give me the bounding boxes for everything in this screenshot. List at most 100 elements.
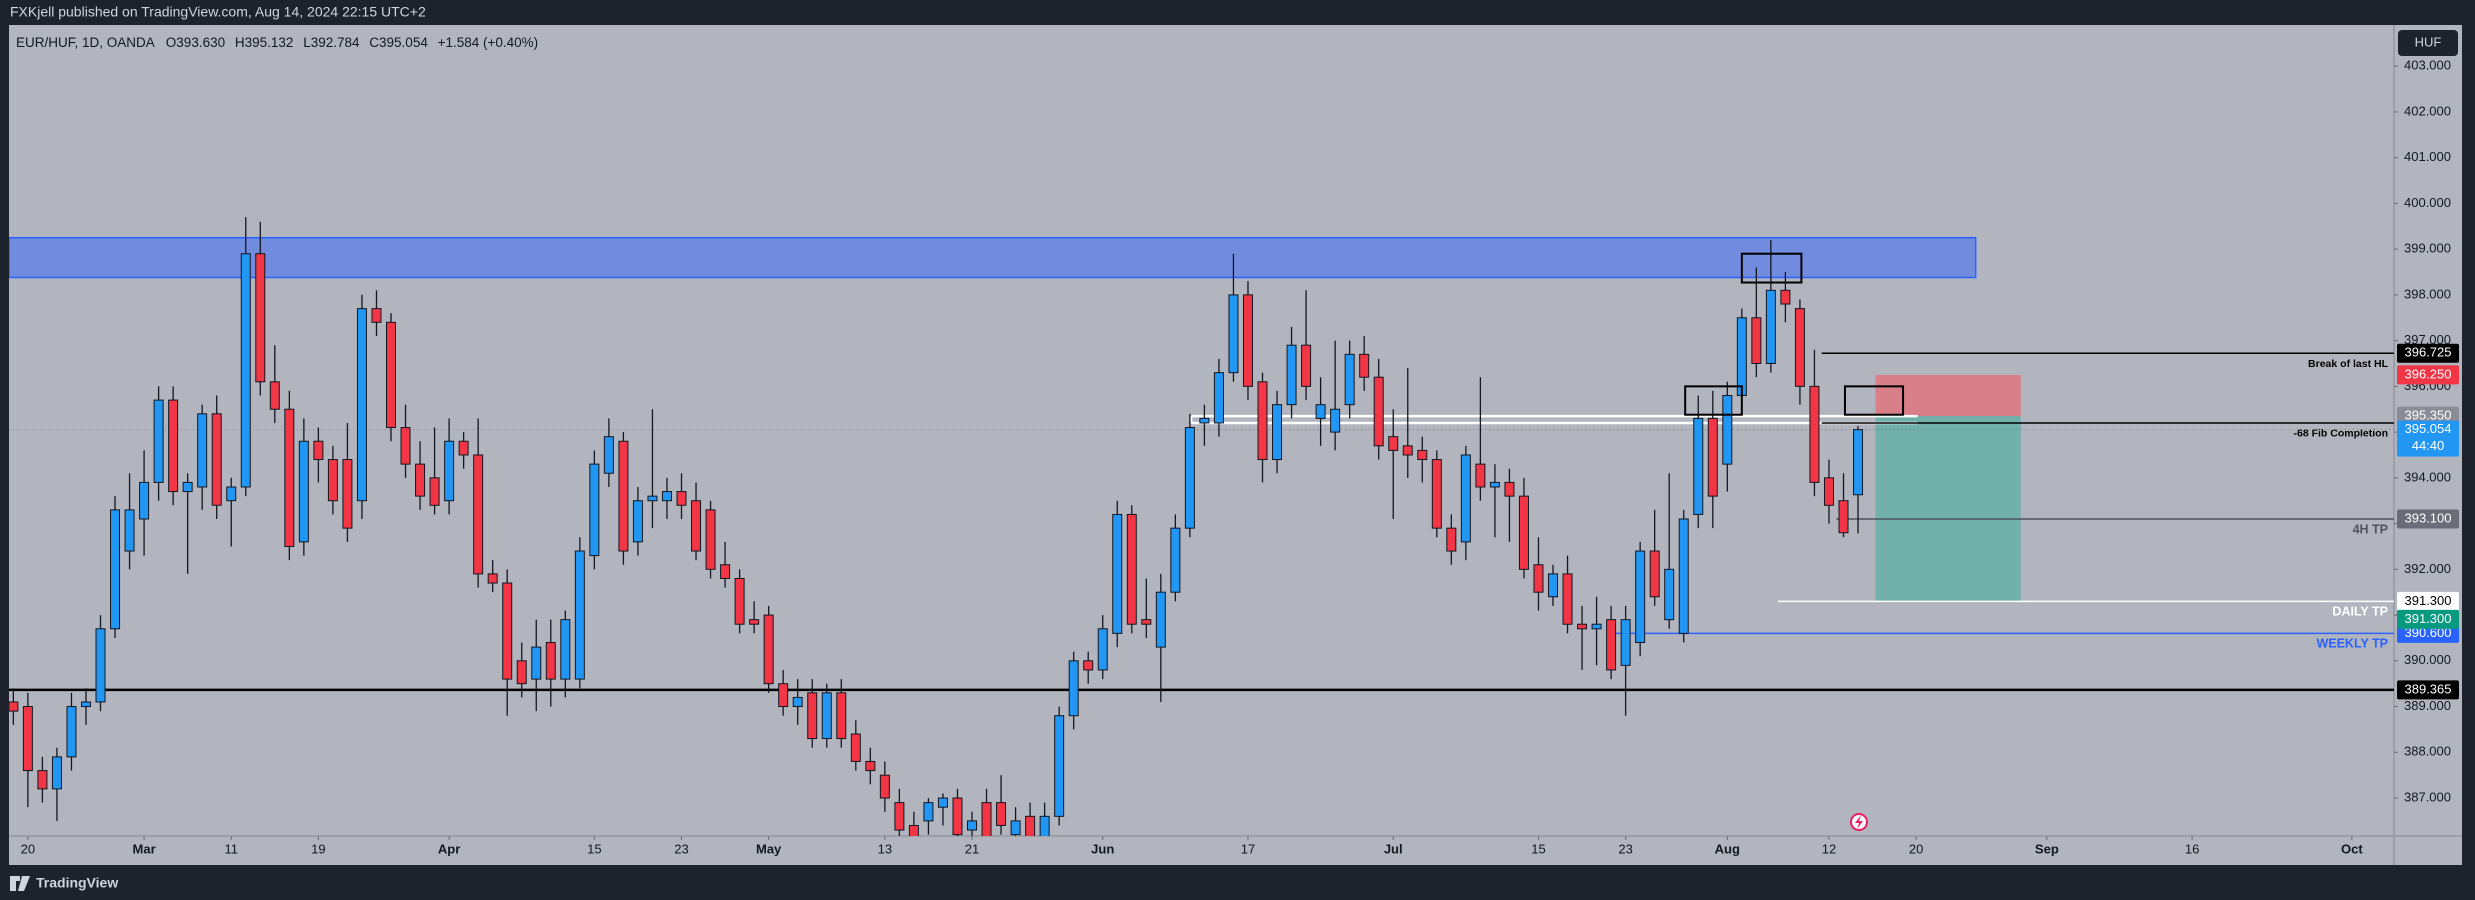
candle-body — [9, 701, 19, 712]
candle-body — [1707, 417, 1718, 497]
candle-body — [1548, 573, 1559, 598]
level-note: WEEKLY TP — [2316, 637, 2388, 651]
candle-body — [1475, 463, 1486, 488]
candle-body — [139, 481, 150, 520]
countdown-label: 44:40 — [2412, 438, 2445, 453]
currency-label[interactable]: HUF — [2415, 34, 2442, 49]
legend-change: +1.584 (+0.40%) — [438, 35, 539, 50]
x-tick-label: Apr — [438, 841, 460, 856]
candle-body — [705, 509, 716, 570]
level-note: 4H TP — [2353, 522, 2388, 536]
candle-body — [1155, 591, 1166, 648]
candle-body — [153, 399, 164, 483]
level-tag — [2397, 591, 2459, 611]
supply-zone — [9, 236, 1977, 279]
last-price-label: 395.054 — [2405, 421, 2452, 436]
x-tick-label: 21 — [965, 841, 979, 856]
chart-panel — [9, 25, 2462, 865]
x-tick-label: May — [756, 841, 782, 856]
candle-body — [865, 760, 876, 772]
x-tick-label: 15 — [1531, 841, 1545, 856]
x-tick-label: 16 — [2185, 841, 2199, 856]
y-tick-label: 388.000 — [2404, 744, 2451, 759]
target-zone — [1875, 416, 2021, 602]
y-tick-label: 403.000 — [2404, 58, 2451, 73]
x-tick-label: 17 — [1241, 841, 1255, 856]
candle-body — [1693, 417, 1704, 515]
y-tick-label: 397.000 — [2404, 332, 2451, 347]
candle-body — [1242, 294, 1253, 387]
stop-tag — [2397, 365, 2459, 385]
last-price-tag — [2397, 420, 2459, 457]
x-tick-label: 23 — [1618, 841, 1632, 856]
candle-body — [807, 692, 818, 740]
candle-body — [1635, 550, 1646, 644]
candle-body — [1083, 660, 1094, 671]
level-tag — [2397, 343, 2459, 363]
candle-body — [284, 408, 295, 547]
candle-body — [1649, 550, 1660, 598]
target-tag — [2397, 609, 2459, 629]
candle-body — [502, 582, 513, 680]
candle-body — [691, 500, 702, 552]
x-tick-label: Jul — [1384, 841, 1403, 856]
level-note: DAILY TP — [2332, 605, 2388, 619]
candle-body — [1460, 454, 1471, 543]
candle-body — [1736, 317, 1747, 397]
candle-body — [676, 491, 687, 506]
currency-button[interactable] — [2398, 30, 2458, 56]
candle-body — [749, 619, 760, 625]
y-tick-label: 401.000 — [2404, 149, 2451, 164]
candle-body — [473, 454, 484, 575]
candle-body — [1141, 619, 1152, 625]
candle-body — [1722, 395, 1733, 465]
candle-body — [386, 321, 397, 429]
x-tick-label: Oct — [2341, 841, 2363, 856]
candle-body — [211, 413, 222, 506]
candle-body — [1112, 513, 1123, 634]
candle-body — [1489, 481, 1500, 488]
x-tick-label: 15 — [587, 841, 601, 856]
candle-body — [1664, 568, 1675, 621]
candle-body — [545, 642, 556, 680]
candle-body — [821, 692, 832, 740]
candle-body — [603, 436, 614, 474]
candle-body — [124, 509, 135, 552]
level-note: Break of last HL — [2308, 358, 2389, 370]
candle-body — [1794, 308, 1805, 387]
x-tick-label: Jun — [1091, 841, 1114, 856]
candle-body — [487, 573, 498, 584]
candle-body — [1446, 527, 1457, 552]
symbol-title: EUR/HUF, 1D, OANDA — [16, 35, 155, 50]
level-tag-label: 389.365 — [2405, 681, 2452, 696]
candle-body — [1431, 459, 1442, 529]
x-tick-label: 12 — [1822, 841, 1836, 856]
candle-body — [1533, 564, 1544, 593]
stop-tag-label: 396.250 — [2405, 366, 2452, 381]
candle-body — [51, 756, 62, 790]
candle-body — [1562, 573, 1573, 625]
candle-body — [1809, 385, 1820, 483]
candle-body — [313, 440, 324, 461]
candle-body — [1344, 353, 1355, 406]
candle-body — [1039, 815, 1050, 836]
candle-body — [1780, 289, 1791, 305]
candle-body — [66, 706, 77, 758]
candle-body — [618, 440, 629, 552]
candle-body — [589, 463, 600, 557]
x-tick-label: 23 — [674, 841, 688, 856]
candle-body — [661, 491, 672, 502]
candle-body — [168, 399, 179, 493]
y-tick-label: 390.000 — [2404, 652, 2451, 667]
candle-body — [720, 564, 731, 579]
candle-body — [1097, 628, 1108, 671]
candle-body — [22, 706, 33, 772]
candle-body — [632, 500, 643, 543]
candle-body — [763, 614, 774, 685]
publisher-text: FXKjell published on TradingView.com, Au… — [10, 4, 426, 20]
legend-open: O393.630 — [166, 35, 225, 50]
annotation-box — [1684, 385, 1743, 416]
y-tick-label: 389.000 — [2404, 698, 2451, 713]
candle-body — [923, 802, 934, 822]
